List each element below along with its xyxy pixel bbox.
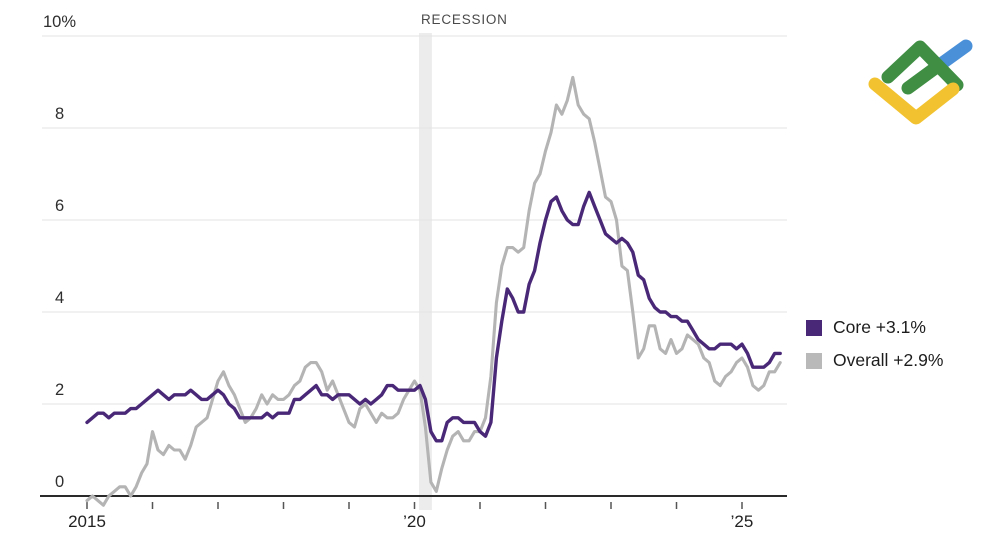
legend: Core +3.1% Overall +2.9% xyxy=(806,317,943,383)
x-axis-label: 2015 xyxy=(68,512,106,531)
y-axis-label: 0 xyxy=(55,473,65,491)
y-axis-label: 4 xyxy=(55,289,65,307)
legend-item-core: Core +3.1% xyxy=(806,317,943,338)
x-axis-label: ’20 xyxy=(403,512,426,531)
core-legend-label: Core +3.1% xyxy=(833,317,926,337)
logo-trend-blue-stroke xyxy=(934,39,973,71)
recession-annotation: RECESSION xyxy=(421,12,508,27)
x-axis-label: ’25 xyxy=(730,512,754,531)
y-axis-label: 10% xyxy=(43,13,77,31)
y-axis-label: 8 xyxy=(55,105,65,123)
core-legend-swatch xyxy=(806,319,822,336)
y-axis-label: 6 xyxy=(55,197,65,215)
legend-item-overall: Overall +2.9% xyxy=(806,350,943,371)
logo-chevron-up-green xyxy=(881,40,964,92)
litefinance-logo-icon xyxy=(868,39,973,125)
logo-chevron-down-yellow xyxy=(868,77,960,125)
overall-legend-label: Overall +2.9% xyxy=(833,350,944,370)
y-axis-label: 2 xyxy=(55,381,65,399)
overall-legend-swatch xyxy=(806,352,822,369)
